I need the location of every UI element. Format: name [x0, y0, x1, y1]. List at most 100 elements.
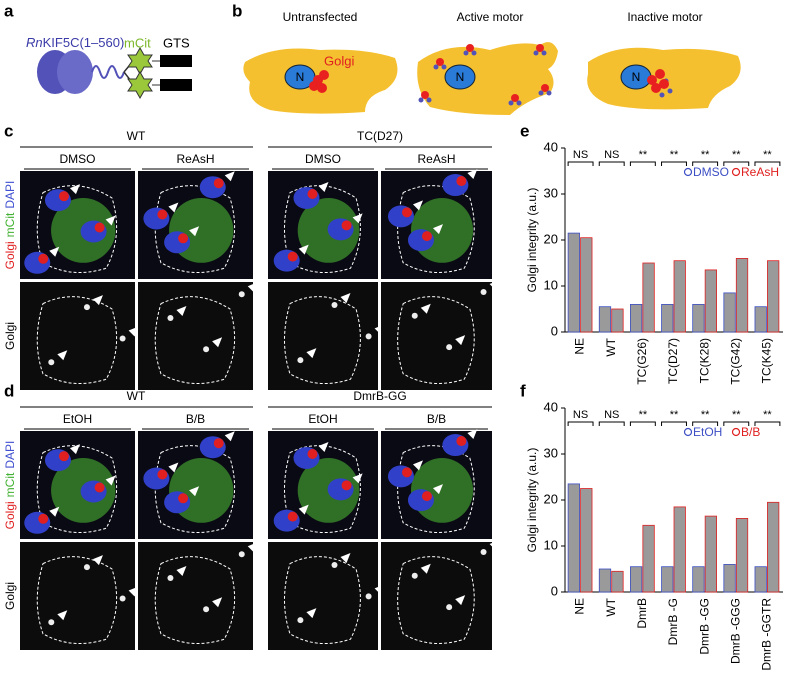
condition-label: ReAsH — [417, 152, 455, 166]
micrograph — [381, 542, 492, 650]
significance-bracket — [723, 421, 750, 426]
significance-bracket — [567, 421, 594, 426]
golgi-signal — [58, 191, 69, 202]
construct: KIF5C(1–560) — [43, 35, 125, 50]
state-label: Inactive motor — [627, 10, 702, 24]
cell — [417, 42, 558, 115]
arrowhead — [298, 504, 309, 515]
y-axis-label: Golgi integrity (a.u.) — [525, 188, 539, 293]
significance-bracket — [754, 161, 781, 166]
motor — [538, 90, 544, 96]
arrowhead — [432, 224, 443, 235]
golgi-signal — [411, 572, 418, 579]
significance-bracket — [598, 421, 625, 426]
arrowhead — [352, 473, 363, 484]
arrowhead — [189, 486, 200, 497]
golgi — [466, 44, 474, 52]
motor — [533, 50, 539, 56]
y-tick-label: 10 — [544, 537, 558, 552]
motor — [516, 100, 522, 106]
cell-outline — [284, 296, 361, 384]
golgi-signal — [480, 549, 487, 556]
x-tick-label: TC(D27) — [666, 338, 680, 384]
arrowhead — [467, 169, 478, 180]
y-tick-label: 40 — [544, 399, 558, 414]
group-label: WT — [127, 129, 146, 143]
golgi-signal — [213, 438, 224, 449]
cell-outline — [284, 185, 361, 273]
bar — [704, 269, 718, 333]
state-label: Untransfected — [283, 10, 358, 24]
significance-label: NS — [573, 409, 588, 421]
arrowhead — [69, 184, 80, 195]
cell-outline — [36, 556, 118, 644]
golgi-signal — [411, 312, 418, 319]
bar — [580, 237, 593, 333]
species: Rn — [26, 35, 43, 50]
bar — [723, 564, 736, 593]
panel-label: c — [4, 121, 13, 140]
golgi-signal — [331, 562, 338, 568]
y-tick-label: 30 — [544, 185, 558, 200]
golgi-signal — [287, 511, 298, 522]
panel-label: d — [4, 381, 14, 400]
golgi-signal — [203, 606, 210, 613]
golgi-signal — [365, 333, 372, 340]
bar — [642, 262, 655, 333]
bar — [754, 306, 767, 333]
cell-outline — [154, 296, 236, 384]
significance-bracket — [692, 421, 719, 426]
bar — [692, 303, 705, 333]
significance-label: ** — [763, 409, 772, 421]
arrowhead — [432, 484, 443, 495]
arrowhead — [412, 460, 423, 471]
bar — [598, 568, 612, 593]
x-tick-label: TC(G42) — [728, 338, 742, 385]
golgi-signal — [94, 482, 105, 493]
golgi-signal — [238, 291, 245, 298]
arrowhead — [455, 335, 466, 346]
x-tick-label: DmrB -GGTR — [760, 598, 774, 671]
golgi-signal — [157, 469, 168, 480]
fluor-label: mCit — [124, 35, 151, 50]
cell-outline — [397, 185, 475, 273]
golgi — [659, 79, 669, 89]
legend-label: DMSO — [693, 165, 729, 179]
arrowhead — [318, 442, 329, 452]
arrowhead — [247, 282, 258, 293]
condition-label: DMSO — [60, 152, 96, 166]
arrowhead — [105, 475, 116, 486]
golgi-signal — [297, 357, 304, 364]
golgi — [319, 70, 329, 80]
arrowhead — [306, 348, 317, 359]
arrowhead — [306, 608, 317, 619]
arrowhead — [224, 431, 235, 442]
cell-outline — [397, 556, 475, 644]
motor — [508, 100, 514, 106]
channel-label: Golgi — [3, 582, 17, 610]
golgi-signal — [119, 335, 126, 342]
motor — [418, 97, 424, 103]
significance-label: NS — [604, 409, 619, 421]
x-tick-label: DmrB -GGG — [728, 598, 742, 664]
bar — [642, 524, 655, 593]
significance-label: NS — [604, 149, 619, 161]
y-tick-label: 30 — [544, 445, 558, 460]
nucleus-label: N — [632, 70, 641, 84]
golgi-signal — [307, 189, 318, 199]
cell-outline — [284, 556, 361, 644]
golgi-signal — [203, 346, 210, 353]
cell-outline — [397, 296, 475, 384]
channel-name: DAPI — [3, 181, 17, 209]
golgi — [317, 83, 327, 93]
bar — [611, 570, 624, 593]
golgi-signal — [421, 231, 432, 242]
y-tick-label: 40 — [544, 139, 558, 154]
golgi-signal — [341, 220, 352, 231]
golgi — [511, 94, 519, 102]
y-tick-label: 10 — [544, 277, 558, 292]
golgi-signal — [446, 344, 453, 351]
y-tick-label: 0 — [551, 583, 558, 598]
x-tick-label: TC(K45) — [760, 338, 774, 383]
motor — [463, 50, 469, 56]
